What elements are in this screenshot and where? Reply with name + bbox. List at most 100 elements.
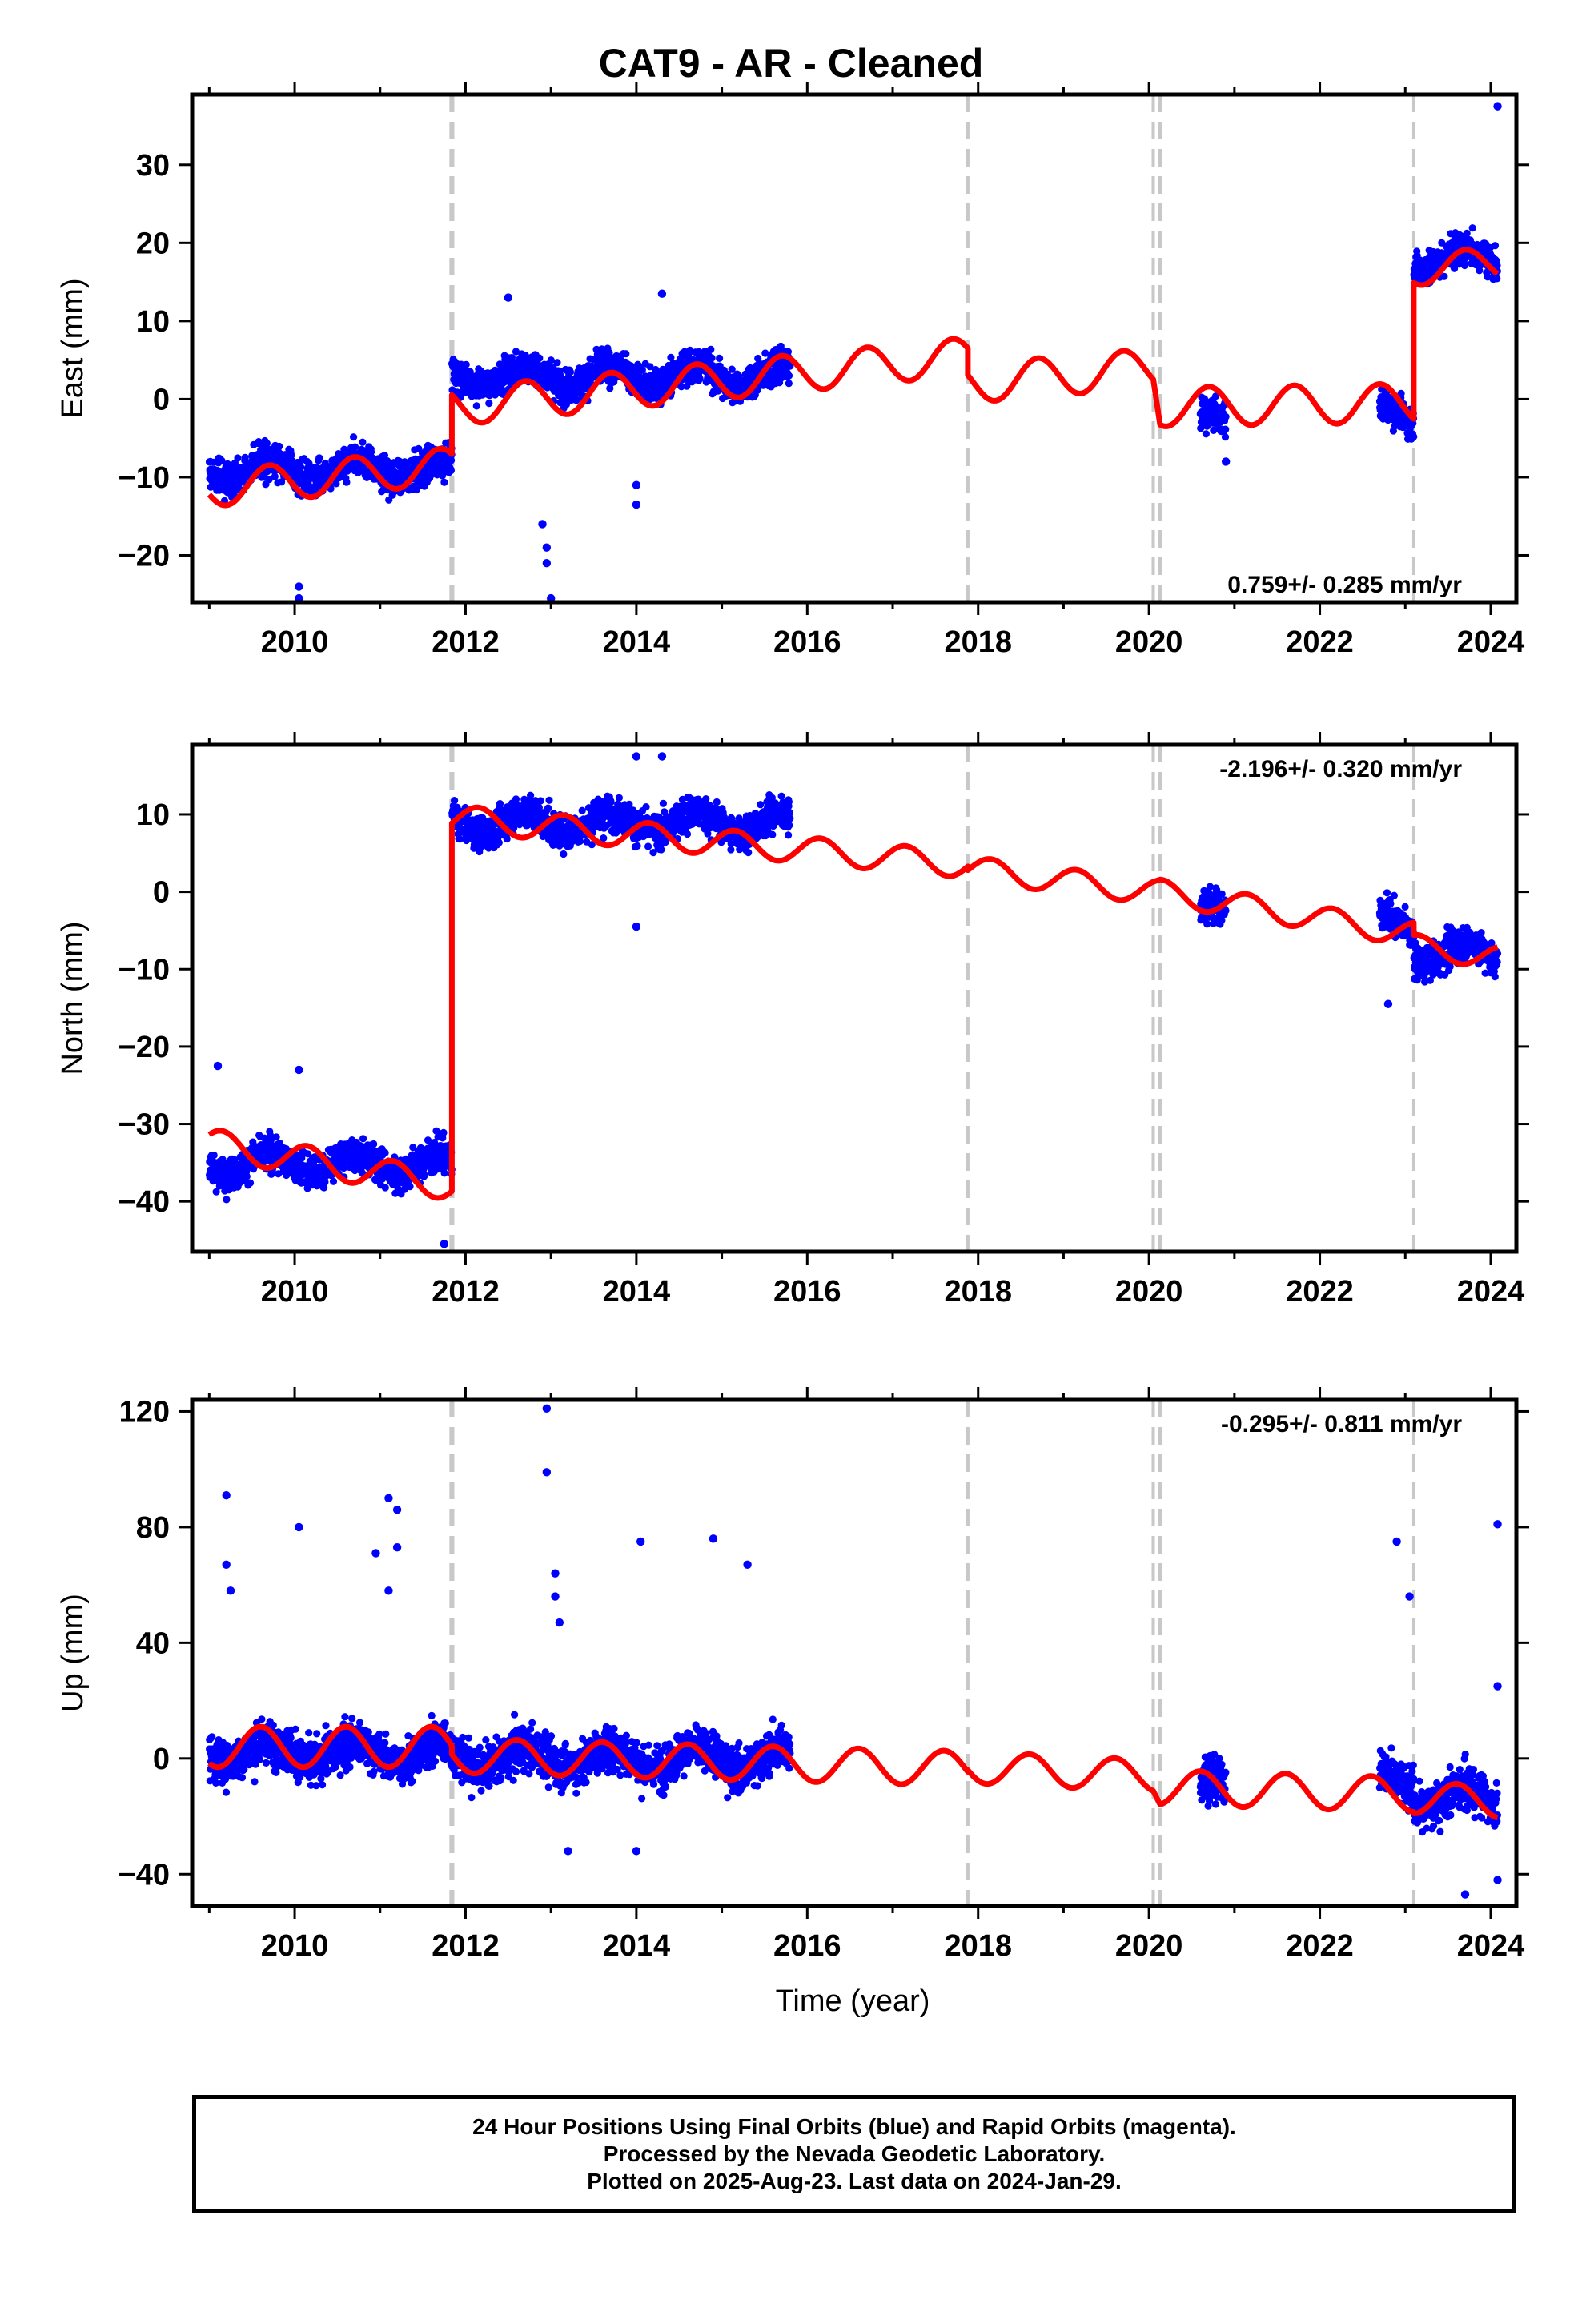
data-point [406, 1183, 414, 1191]
data-point [234, 454, 242, 462]
outlier-point [538, 520, 547, 529]
data-point [246, 1179, 255, 1187]
y-tick-label: 30 [136, 149, 170, 183]
data-point [241, 453, 249, 461]
data-point [622, 350, 630, 358]
east-panel: 2010 2012 2014 2016 2018 2020 2022 2024−20−1001… [56, 82, 1529, 659]
data-point [578, 806, 586, 814]
data-point [329, 1177, 338, 1185]
x-tick-label: 2010 [261, 625, 329, 659]
north-panel: 2010 2012 2014 2016 2018 2020 2022 2024−40−30−2… [56, 732, 1529, 1309]
data-point [1410, 432, 1418, 441]
data-point [218, 456, 226, 464]
data-point [633, 842, 641, 850]
data-point [1491, 242, 1500, 250]
east-frame [190, 92, 1519, 605]
data-point [495, 838, 503, 846]
data-point [243, 1172, 251, 1180]
data-point [745, 849, 753, 857]
data-point [263, 440, 271, 448]
data-point [210, 1151, 218, 1160]
y-tick-label: 10 [136, 305, 170, 339]
data-point [713, 798, 721, 806]
data-point [536, 354, 544, 362]
data-point [708, 354, 716, 362]
data-point [659, 799, 668, 807]
data-point [496, 800, 504, 808]
data-point [381, 1148, 389, 1157]
data-point [485, 400, 493, 408]
x-tick-label: 2014 [603, 625, 671, 659]
data-point [367, 448, 375, 456]
data-point [512, 795, 520, 803]
data-point [544, 804, 552, 812]
data-point [350, 433, 358, 441]
data-point [440, 1169, 448, 1177]
outlier-point [542, 559, 552, 568]
outlier-point [504, 293, 513, 302]
data-point [315, 454, 323, 462]
data-point [1202, 430, 1210, 438]
data-point [462, 360, 470, 368]
data-point [1468, 224, 1476, 232]
outlier-point [657, 289, 667, 298]
data-point [560, 850, 568, 858]
east-data-points [205, 102, 1502, 603]
data-point [351, 443, 359, 451]
data-point [263, 468, 271, 476]
x-tick-label: 2024 [1457, 625, 1525, 659]
data-point [503, 834, 511, 843]
data-point [644, 842, 652, 850]
x-tick-label: 2020 [1115, 625, 1183, 659]
data-point [683, 830, 692, 838]
data-point [380, 452, 388, 460]
data-point [343, 478, 351, 486]
data-point [536, 797, 544, 805]
data-point [1493, 275, 1501, 283]
outlier-point [632, 480, 641, 489]
data-point [332, 480, 340, 488]
data-point [321, 1178, 329, 1186]
title: CAT9 - AR - Cleaned [598, 41, 984, 86]
data-point [440, 1128, 448, 1136]
north-data-points [206, 752, 1502, 1248]
data-point [370, 1140, 378, 1148]
data-point [359, 1135, 367, 1143]
data-point [696, 375, 704, 383]
data-point [702, 795, 710, 803]
data-point [707, 345, 715, 353]
east-y-axis-label: East (mm) [56, 278, 90, 418]
outlier-point [632, 500, 641, 509]
outlier-point [542, 543, 552, 552]
data-point [785, 380, 793, 388]
data-point [785, 372, 793, 380]
data-point [275, 442, 283, 451]
data-point [359, 438, 367, 446]
data-point [1222, 412, 1230, 421]
data-point [265, 476, 273, 484]
data-point [615, 794, 624, 802]
data-point [1221, 433, 1230, 441]
data-point [447, 467, 456, 475]
data-point [381, 1184, 389, 1192]
data-point [1222, 425, 1230, 433]
data-point [545, 796, 553, 804]
data-point [297, 463, 305, 472]
data-point [1460, 261, 1468, 270]
outlier-point [1493, 102, 1502, 111]
y-tick-label: 20 [136, 227, 170, 260]
data-point [716, 354, 724, 362]
x-tick-label: 2022 [1286, 625, 1354, 659]
data-point [607, 798, 615, 806]
east-rate-label: 0.759+/- 0.285 mm/yr [1227, 572, 1462, 598]
data-point [255, 438, 263, 446]
data-point [278, 478, 286, 486]
x-tick-label: 2016 [773, 625, 841, 659]
data-point [472, 402, 480, 410]
y-tick-label: −20 [118, 539, 170, 573]
outlier-point [295, 582, 303, 591]
data-point [420, 1171, 429, 1180]
data-point [272, 1133, 280, 1141]
data-point [566, 368, 575, 376]
